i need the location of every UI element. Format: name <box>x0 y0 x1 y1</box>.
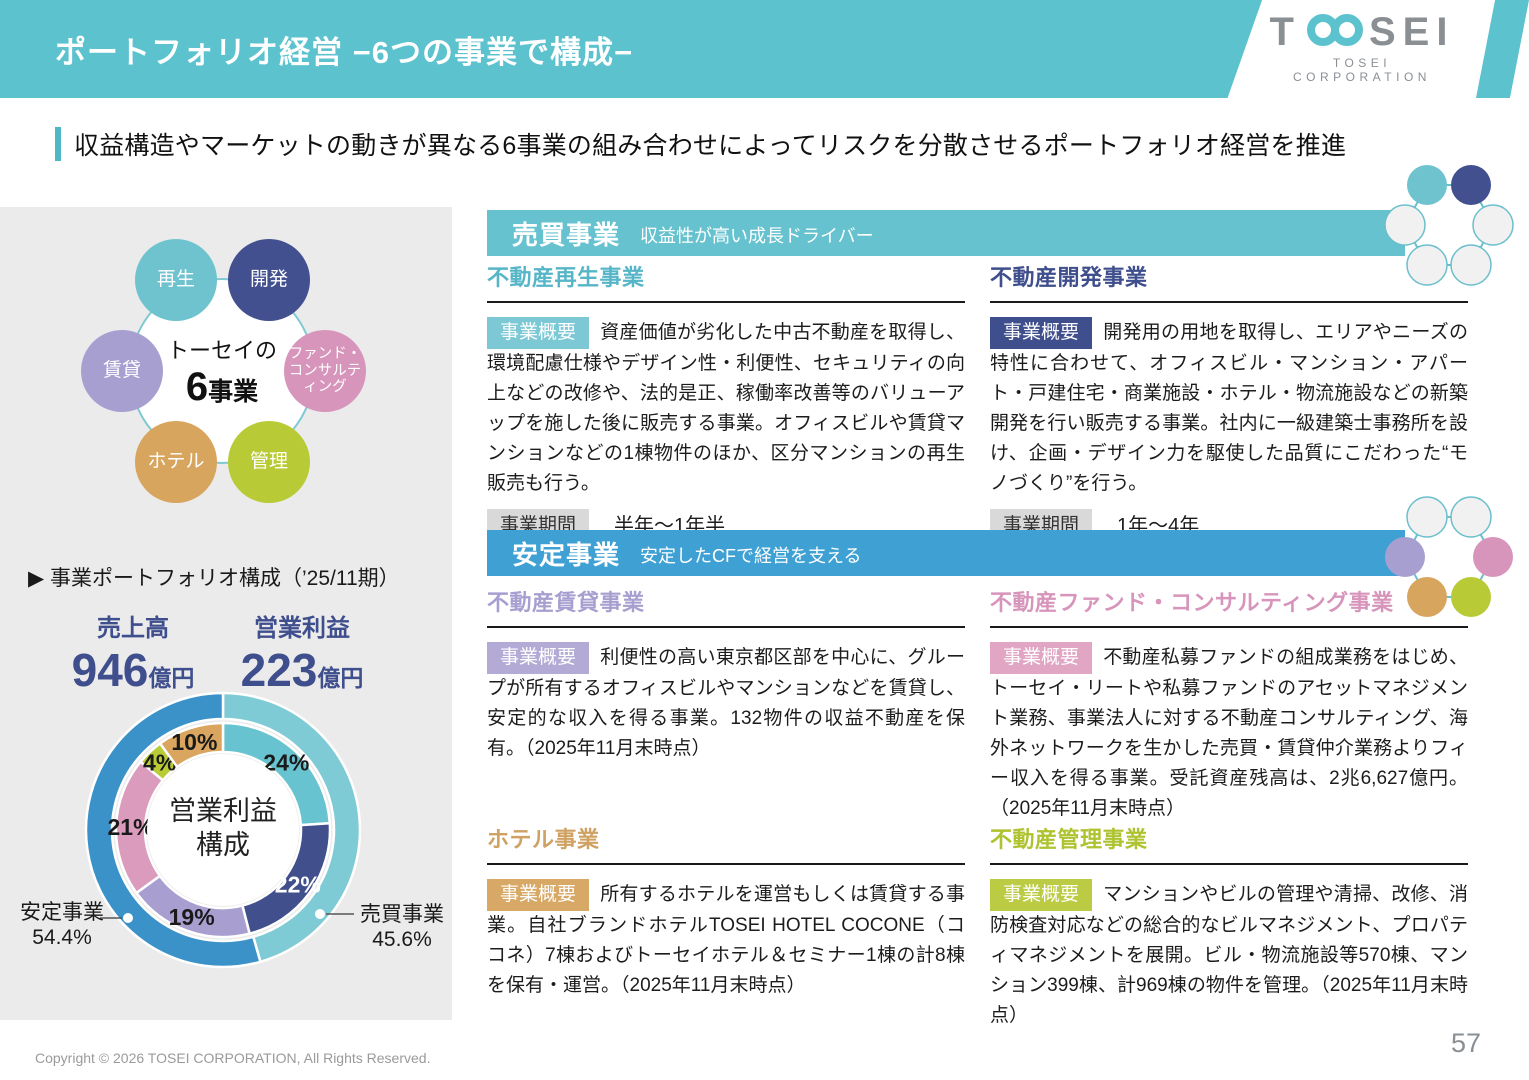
callout-stable: 安定事業 54.4% <box>20 901 104 949</box>
hub-node-hotel: ホテル <box>135 421 217 503</box>
band-stable-title: 安定事業 <box>512 539 621 570</box>
hub-center-top-text: トーセイの <box>166 338 277 363</box>
logo-background <box>1227 0 1529 98</box>
hub-node-chintai: 賃貸 <box>81 330 163 412</box>
metric-profit: 営業利益 223億円 <box>212 608 392 693</box>
mini-hub-stable-icon <box>1385 496 1513 617</box>
metric-profit-value: 223億円 <box>240 644 364 696</box>
donut-inner-ホテル <box>158 721 225 769</box>
business-overview: 事業概要 不動産私募ファンドの組成業務をはじめ、トーセイ・リートや私募ファンドのア… <box>990 642 1468 824</box>
metric-sales-label: 売上高 <box>97 615 169 642</box>
donut-pct-label: 21% <box>108 814 154 840</box>
overview-badge: 事業概要 <box>990 642 1093 674</box>
donut-center-label: 営業利益 <box>169 796 277 826</box>
callout-dot <box>123 913 133 923</box>
page-title: ポートフォリオ経営 −6つの事業で構成− <box>55 34 634 70</box>
business-overview: 事業概要 所有するホテルを運営もしくは賃貸する事業。自社ブランドホテルTOSEI … <box>487 879 965 1001</box>
band-trading-business: 売買事業 収益性が高い成長ドライバー <box>487 210 1405 256</box>
company-logo: T SEI TOSEI CORPORATION <box>1262 10 1462 84</box>
page-number: 57 <box>1450 1028 1481 1058</box>
subtitle-row: 収益構造やマーケットの動きが異なる6事業の組み合わせによってリスクを分散させるポ… <box>55 126 1346 162</box>
band-trading-subtitle: 収益性が高い成長ドライバー <box>640 226 874 246</box>
overview-badge: 事業概要 <box>487 317 590 349</box>
business-name: 不動産再生事業 <box>487 260 965 303</box>
metric-profit-label: 営業利益 <box>254 615 350 642</box>
overview-badge: 事業概要 <box>990 317 1093 349</box>
hub-center-main-text: 6事業 <box>185 365 259 409</box>
logo-letter-t: T <box>1269 10 1301 54</box>
hub-node-saisei: 再生 <box>135 239 217 321</box>
copyright-text: Copyright © 2026 TOSEI CORPORATION, All … <box>35 1050 431 1066</box>
donut-pct-label: 19% <box>169 904 215 930</box>
band-stable-business: 安定事業 安定したCFで経営を支える <box>487 530 1405 576</box>
business-overview: 事業概要 利便性の高い東京都区部を中心に、グループが所有するオフィスビルやマンショ… <box>487 642 965 764</box>
donut-outer-安定事業 <box>84 691 262 969</box>
business-overview: 事業概要 マンションやビルの管理や清掃、改修、消防検査対応などの総合的なビルマネジ… <box>990 879 1468 1031</box>
subtitle-text: 収益構造やマーケットの動きが異なる6事業の組み合わせによってリスクを分散させるポ… <box>74 132 1347 160</box>
hub-node-kaihatsu: 開発 <box>228 239 310 321</box>
business-name: 不動産ファンド・コンサルティング事業 <box>990 585 1468 628</box>
callout-trading: 売買事業 45.6% <box>360 903 444 951</box>
band-stable-subtitle: 安定したCFで経営を支える <box>640 546 862 566</box>
hub-node-fund: ファンド・コンサルティング <box>284 330 366 412</box>
business-name: ホテル事業 <box>487 822 965 865</box>
portfolio-heading: ▶ 事業ポートフォリオ構成（’25/11期） <box>28 567 400 590</box>
business-card-development: 不動産開発事業 事業概要 開発用の用地を取得し、エリアやニーズの特性に合わせて、オ… <box>990 260 1468 538</box>
overview-badge: 事業概要 <box>990 879 1093 911</box>
mini-hub-trading-icon <box>1384 165 1514 286</box>
band-trading-title: 売買事業 <box>512 219 621 250</box>
callout-dot <box>315 909 325 919</box>
metric-sales: 売上高 946億円 <box>43 608 223 693</box>
donut-center-label: 構成 <box>196 830 250 860</box>
business-card-leasing: 不動産賃貸事業 事業概要 利便性の高い東京都区部を中心に、グループが所有するオフィ… <box>487 585 965 764</box>
donut-pct-label: 10% <box>171 729 217 755</box>
hub-node-kanri: 管理 <box>228 421 310 503</box>
business-name: 不動産賃貸事業 <box>487 585 965 628</box>
overview-badge: 事業概要 <box>487 879 590 911</box>
business-card-revitalization: 不動産再生事業 事業概要 資産価値が劣化した中古不動産を取得し、環境配慮仕様やデザ… <box>487 260 965 538</box>
business-name: 不動産管理事業 <box>990 822 1468 865</box>
metric-sales-value: 946億円 <box>71 644 195 696</box>
business-overview: 事業概要 開発用の用地を取得し、エリアやニーズの特性に合わせて、オフィスビル・マン… <box>990 317 1468 499</box>
business-overview: 事業概要 資産価値が劣化した中古不動産を取得し、環境配慮仕様やデザイン性・利便性、… <box>487 317 965 499</box>
business-card-fund-consulting: 不動産ファンド・コンサルティング事業 事業概要 不動産私募ファンドの組成業務をはじ… <box>990 585 1468 824</box>
logo-subtext: TOSEI CORPORATION <box>1293 56 1431 84</box>
business-name: 不動産開発事業 <box>990 260 1468 303</box>
business-card-hotel: ホテル事業 事業概要 所有するホテルを運営もしくは賃貸する事業。自社ブランドホテル… <box>487 822 965 1001</box>
overview-badge: 事業概要 <box>487 642 590 674</box>
subtitle-accent-bar <box>55 127 61 161</box>
business-card-management: 不動産管理事業 事業概要 マンションやビルの管理や清掃、改修、消防検査対応などの総… <box>990 822 1468 1031</box>
donut-center <box>147 754 299 906</box>
logo-letters-sei: SEI <box>1368 10 1455 54</box>
logo-infinity-icon <box>1304 12 1366 53</box>
